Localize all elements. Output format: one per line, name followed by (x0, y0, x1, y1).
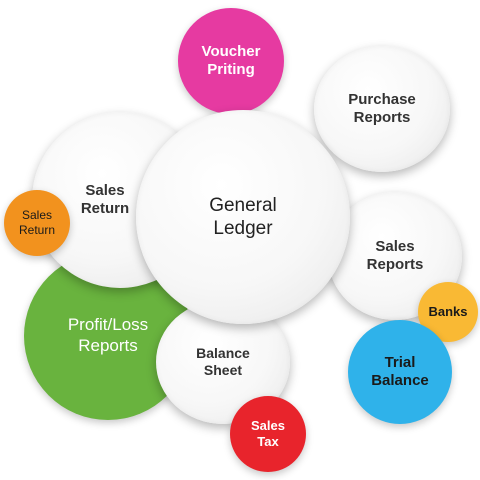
general-ledger-bubble: General Ledger (136, 110, 350, 324)
voucher-printing-label: Voucher Priting (201, 42, 261, 78)
sales-return-small-bubble: Sales Return (4, 190, 70, 256)
general-ledger-label: General Ledger (209, 194, 277, 239)
profit-loss-reports-label: Profit/Loss Reports (67, 315, 149, 355)
balance-sheet-label: Balance Sheet (196, 344, 250, 378)
purchase-reports-label: Purchase Reports (348, 90, 416, 126)
sales-tax-bubble: Sales Tax (230, 396, 306, 472)
banks-label: Banks (428, 304, 468, 320)
sales-return-label: Sales Return (80, 181, 130, 217)
sales-tax-label: Sales Tax (251, 418, 285, 449)
sales-return-small-label: Sales Return (18, 208, 56, 237)
voucher-printing-bubble: Voucher Priting (178, 8, 284, 114)
sales-reports-label: Sales Reports (366, 237, 424, 273)
purchase-reports-bubble: Purchase Reports (314, 46, 450, 172)
trial-balance-label: Trial Balance (371, 353, 429, 389)
trial-balance-bubble: Trial Balance (348, 320, 452, 424)
